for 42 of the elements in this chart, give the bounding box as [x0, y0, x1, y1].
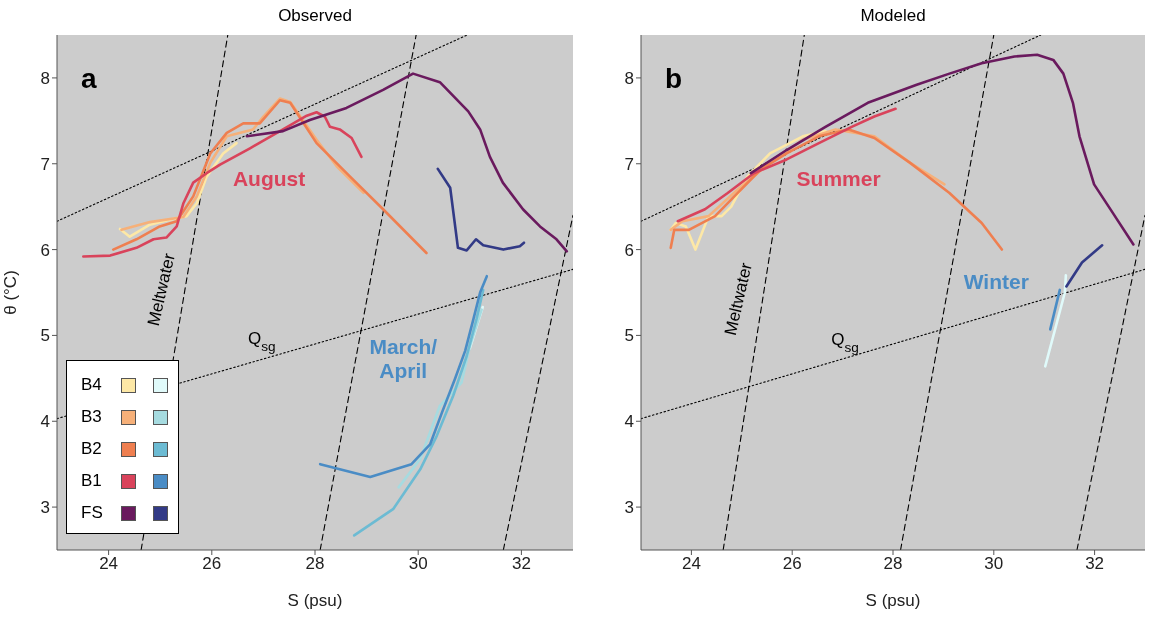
legend-label: B1 — [81, 471, 103, 491]
y-tick-label: 4 — [624, 412, 634, 432]
legend-label: B4 — [81, 375, 103, 395]
y-tick-label: 3 — [624, 498, 634, 518]
x-tick-label: 32 — [511, 554, 531, 574]
annotation: August — [232, 166, 306, 190]
annotation: b — [665, 63, 683, 94]
annotation: Q$_{sg}$ — [831, 330, 859, 356]
x-tick-label: 24 — [681, 554, 701, 574]
y-tick-label: 4 — [40, 412, 50, 432]
y-tick-label: 6 — [624, 240, 634, 260]
chart-title: Modeled — [859, 6, 927, 26]
chart-title: Observed — [277, 6, 353, 26]
y-axis-title: θ (°C) — [1, 270, 21, 315]
y-tick-label: 5 — [40, 326, 50, 346]
x-tick-label: 28 — [883, 554, 903, 574]
legend-label: B3 — [81, 407, 103, 427]
annotation: a — [81, 63, 97, 94]
annotation: Meltwater — [721, 260, 757, 338]
y-tick-label: 8 — [40, 68, 50, 88]
y-tick-label: 7 — [624, 154, 634, 174]
x-tick-label: 30 — [984, 554, 1004, 574]
x-tick-label: 24 — [99, 554, 119, 574]
y-tick-label: 5 — [624, 326, 634, 346]
annotation: Summer — [796, 166, 881, 190]
legend-label: FS — [81, 503, 104, 523]
annotation: Q$_{sg}$ — [248, 329, 276, 354]
y-tick-label: 7 — [40, 154, 50, 174]
annotation: Winter — [963, 269, 1029, 293]
y-tick-label: 8 — [624, 68, 634, 88]
x-axis-title: S (psu) — [287, 591, 343, 610]
x-axis-title: S (psu) — [865, 591, 921, 610]
x-tick-label: 30 — [408, 554, 428, 574]
x-tick-label: 28 — [305, 554, 325, 574]
y-tick-label: 3 — [40, 498, 50, 518]
y-tick-label: 6 — [40, 240, 50, 260]
annotation: Meltwater — [144, 251, 180, 328]
annotation: March/ April — [369, 334, 438, 382]
legend-label: B2 — [81, 439, 103, 459]
x-tick-label: 26 — [202, 554, 222, 574]
x-tick-label: 32 — [1085, 554, 1105, 574]
x-tick-label: 26 — [782, 554, 802, 574]
